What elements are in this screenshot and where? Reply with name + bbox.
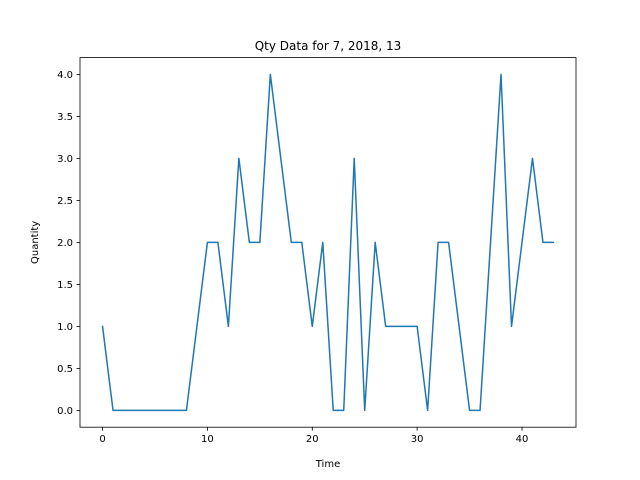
x-tick-label: 20 xyxy=(306,434,319,445)
y-axis-label: Quantity xyxy=(30,221,41,264)
x-tick-label: 0 xyxy=(99,434,105,445)
series-line xyxy=(101,73,555,412)
x-tick-label: 10 xyxy=(201,434,214,445)
y-tick-label: 1.5 xyxy=(57,280,73,291)
chart-title: Qty Data for 7, 2018, 13 xyxy=(255,39,402,53)
y-tick-label: 2.5 xyxy=(57,196,73,207)
y-tick-label: 1.0 xyxy=(57,322,73,333)
plot-area xyxy=(80,57,576,428)
axes-frame xyxy=(79,57,577,428)
y-tick-label: 0.0 xyxy=(57,406,73,417)
y-tick-label: 4.0 xyxy=(57,70,73,81)
y-tick-label: 2.0 xyxy=(57,238,73,249)
y-tick-label: 3.0 xyxy=(57,154,73,165)
x-axis-ticks: 0 10 20 30 40 xyxy=(99,427,528,445)
x-tick-label: 40 xyxy=(516,434,529,445)
x-axis-label: Time xyxy=(315,459,340,470)
x-tick-label: 30 xyxy=(411,434,424,445)
y-tick-label: 3.5 xyxy=(57,112,73,123)
y-axis-ticks: 0.0 0.5 1.0 1.5 2.0 2.5 3.0 3.5 4.0 xyxy=(57,70,80,417)
series-layer xyxy=(101,73,555,412)
y-tick-label: 0.5 xyxy=(57,364,73,375)
